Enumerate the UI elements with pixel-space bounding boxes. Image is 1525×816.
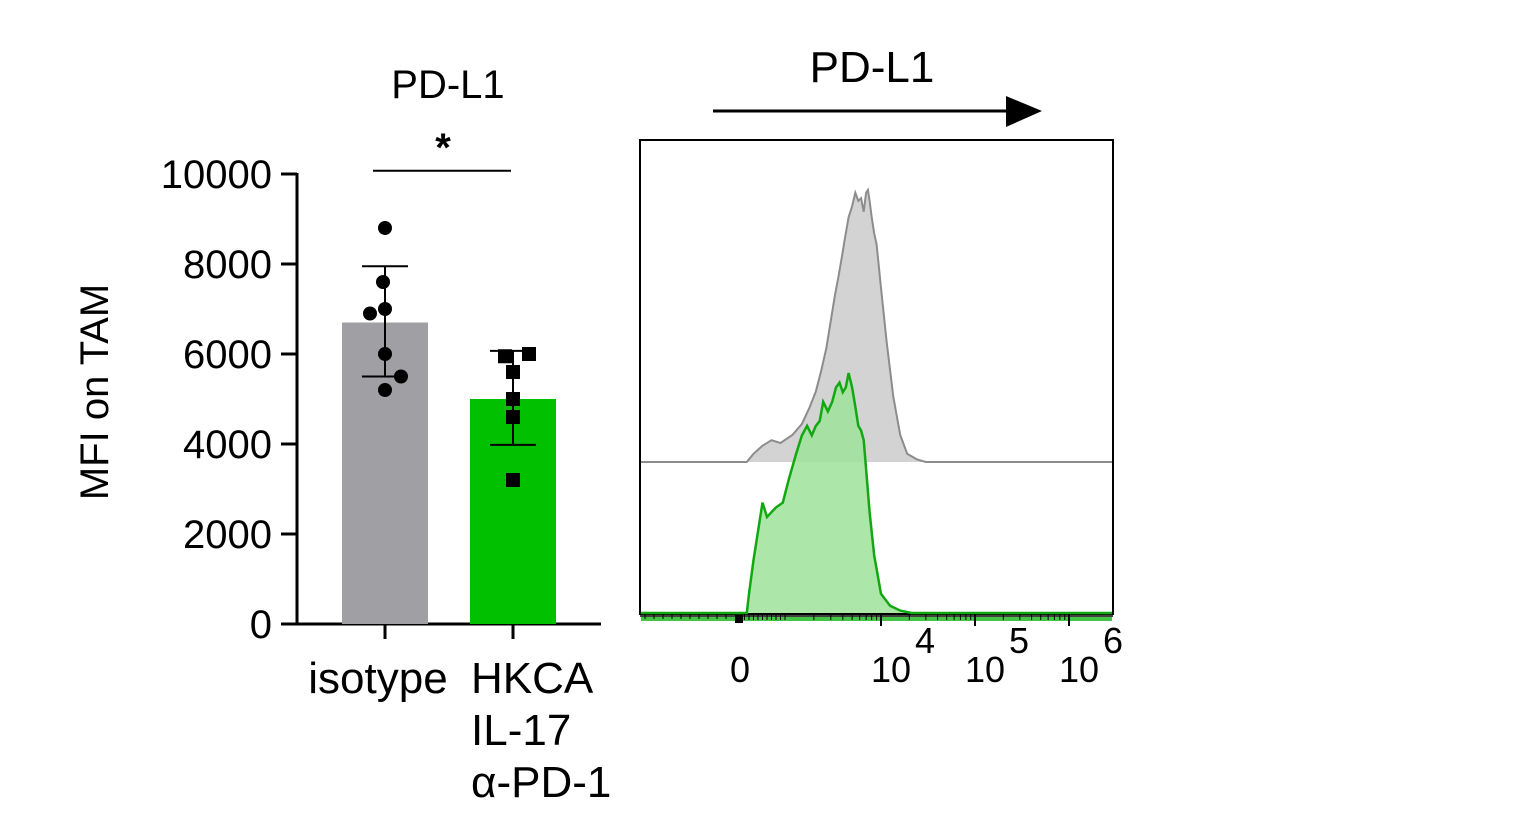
bar-chart-panel: PD-L1 MFI on TAM 0200040006000800010000 … bbox=[73, 63, 611, 807]
y-tick-label: 0 bbox=[250, 603, 272, 647]
histogram-traces bbox=[641, 187, 1112, 615]
data-point bbox=[363, 306, 377, 321]
data-point bbox=[506, 473, 520, 487]
bars-group bbox=[342, 322, 556, 624]
data-point bbox=[522, 347, 536, 361]
y-tick-label: 6000 bbox=[183, 333, 272, 377]
x-tick-label: 10 bbox=[1059, 649, 1099, 690]
x-tick-exponent: 6 bbox=[1103, 620, 1123, 661]
histogram-axis-title: PD-L1 bbox=[810, 43, 935, 92]
points-group bbox=[363, 221, 536, 487]
y-tick-label: 8000 bbox=[183, 243, 272, 287]
data-point bbox=[498, 349, 512, 364]
x-tick-exponent: 4 bbox=[915, 620, 935, 661]
y-axis-ticks: 0 2000 4000 6000 8000 10000 bbox=[161, 153, 297, 647]
data-point bbox=[378, 302, 392, 316]
x-category-label: HKCA bbox=[471, 654, 594, 703]
y-tick-label: 10000 bbox=[161, 153, 272, 197]
y-axis-label: MFI on TAM bbox=[73, 284, 117, 500]
data-point bbox=[378, 383, 392, 397]
significance-star: * bbox=[435, 126, 451, 170]
histogram-area bbox=[641, 373, 1112, 613]
x-tick-label: 10 bbox=[871, 649, 911, 690]
data-point bbox=[506, 365, 520, 379]
x-tick-label: 10 bbox=[965, 649, 1005, 690]
data-point bbox=[378, 347, 392, 361]
x-category-label: isotype bbox=[308, 654, 447, 703]
data-point bbox=[376, 275, 390, 289]
data-point bbox=[506, 410, 520, 424]
histogram-minor-ticks bbox=[644, 614, 1070, 626]
axis-direction-arrow bbox=[713, 96, 1042, 127]
data-point bbox=[378, 221, 392, 235]
data-point bbox=[506, 392, 520, 406]
y-tick-label: 4000 bbox=[183, 423, 272, 467]
x-tick-label: 0 bbox=[730, 649, 750, 690]
significance-group: * bbox=[373, 126, 511, 172]
x-tick-exponent: 5 bbox=[1009, 620, 1029, 661]
bar-chart-title: PD-L1 bbox=[391, 63, 504, 107]
x-zero-marker bbox=[735, 615, 743, 623]
histogram-outline bbox=[641, 187, 1112, 463]
x-category-label: IL-17 bbox=[471, 706, 571, 755]
data-point bbox=[394, 369, 408, 384]
histogram-area bbox=[641, 190, 1112, 462]
x-category-label: α-PD-1 bbox=[471, 758, 611, 807]
histogram-outline bbox=[641, 372, 1112, 615]
y-tick-label: 2000 bbox=[183, 513, 272, 557]
